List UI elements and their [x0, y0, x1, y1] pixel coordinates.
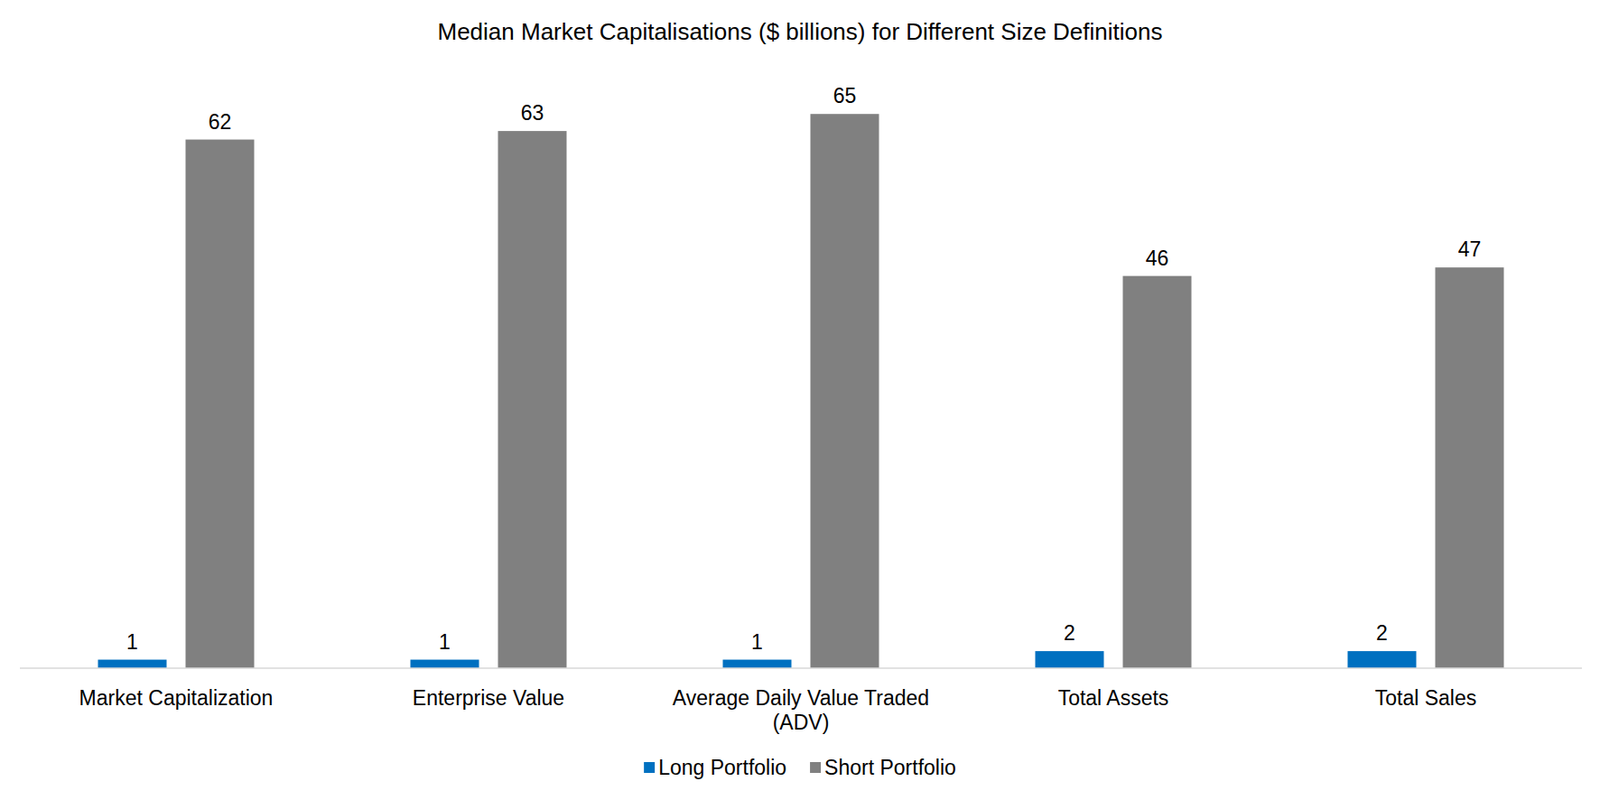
legend: Long Portfolio Short Portfolio — [643, 755, 957, 780]
x-tick-label: Average Daily Value Traded(ADV) — [672, 686, 930, 735]
legend-label: Short Portfolio — [824, 755, 957, 780]
legend-label: Long Portfolio — [658, 755, 787, 780]
bar — [1123, 276, 1192, 669]
bar — [1035, 651, 1105, 669]
data-label: 2 — [1063, 621, 1076, 645]
bar — [723, 660, 792, 669]
legend-item: Short Portfolio — [809, 755, 957, 780]
x-tick-label: Enterprise Value — [412, 686, 565, 710]
chart: Median Market Capitalisations ($ billion… — [0, 0, 1600, 800]
data-label: 1 — [126, 630, 139, 654]
x-tick-label: Total Assets — [1058, 686, 1170, 710]
bar — [98, 660, 168, 669]
title: Median Market Capitalisations ($ billion… — [437, 18, 1163, 46]
data-label: 47 — [1458, 237, 1482, 261]
data-label: 1 — [751, 630, 763, 654]
bar — [498, 130, 568, 669]
x-tick-label: Market Capitalization — [79, 686, 274, 710]
bar — [810, 113, 880, 669]
legend-swatch — [643, 762, 655, 773]
legend-swatch — [809, 762, 821, 773]
data-label: 63 — [520, 101, 545, 125]
x-axis — [19, 667, 1582, 670]
legend-item: Long Portfolio — [643, 755, 787, 780]
x-tick-label: Total Sales — [1375, 686, 1478, 710]
data-label: 62 — [208, 110, 233, 134]
bar — [186, 139, 255, 669]
data-label: 1 — [438, 630, 451, 654]
bar — [410, 660, 480, 669]
bar — [1435, 267, 1505, 669]
data-label: 65 — [833, 83, 857, 108]
data-label: 2 — [1376, 621, 1388, 645]
data-label: 46 — [1145, 246, 1170, 270]
labels: 1 1 1 2 2 62 63 65 46 47 — [126, 83, 1481, 653]
bars — [98, 113, 1505, 669]
bar — [1348, 651, 1417, 669]
